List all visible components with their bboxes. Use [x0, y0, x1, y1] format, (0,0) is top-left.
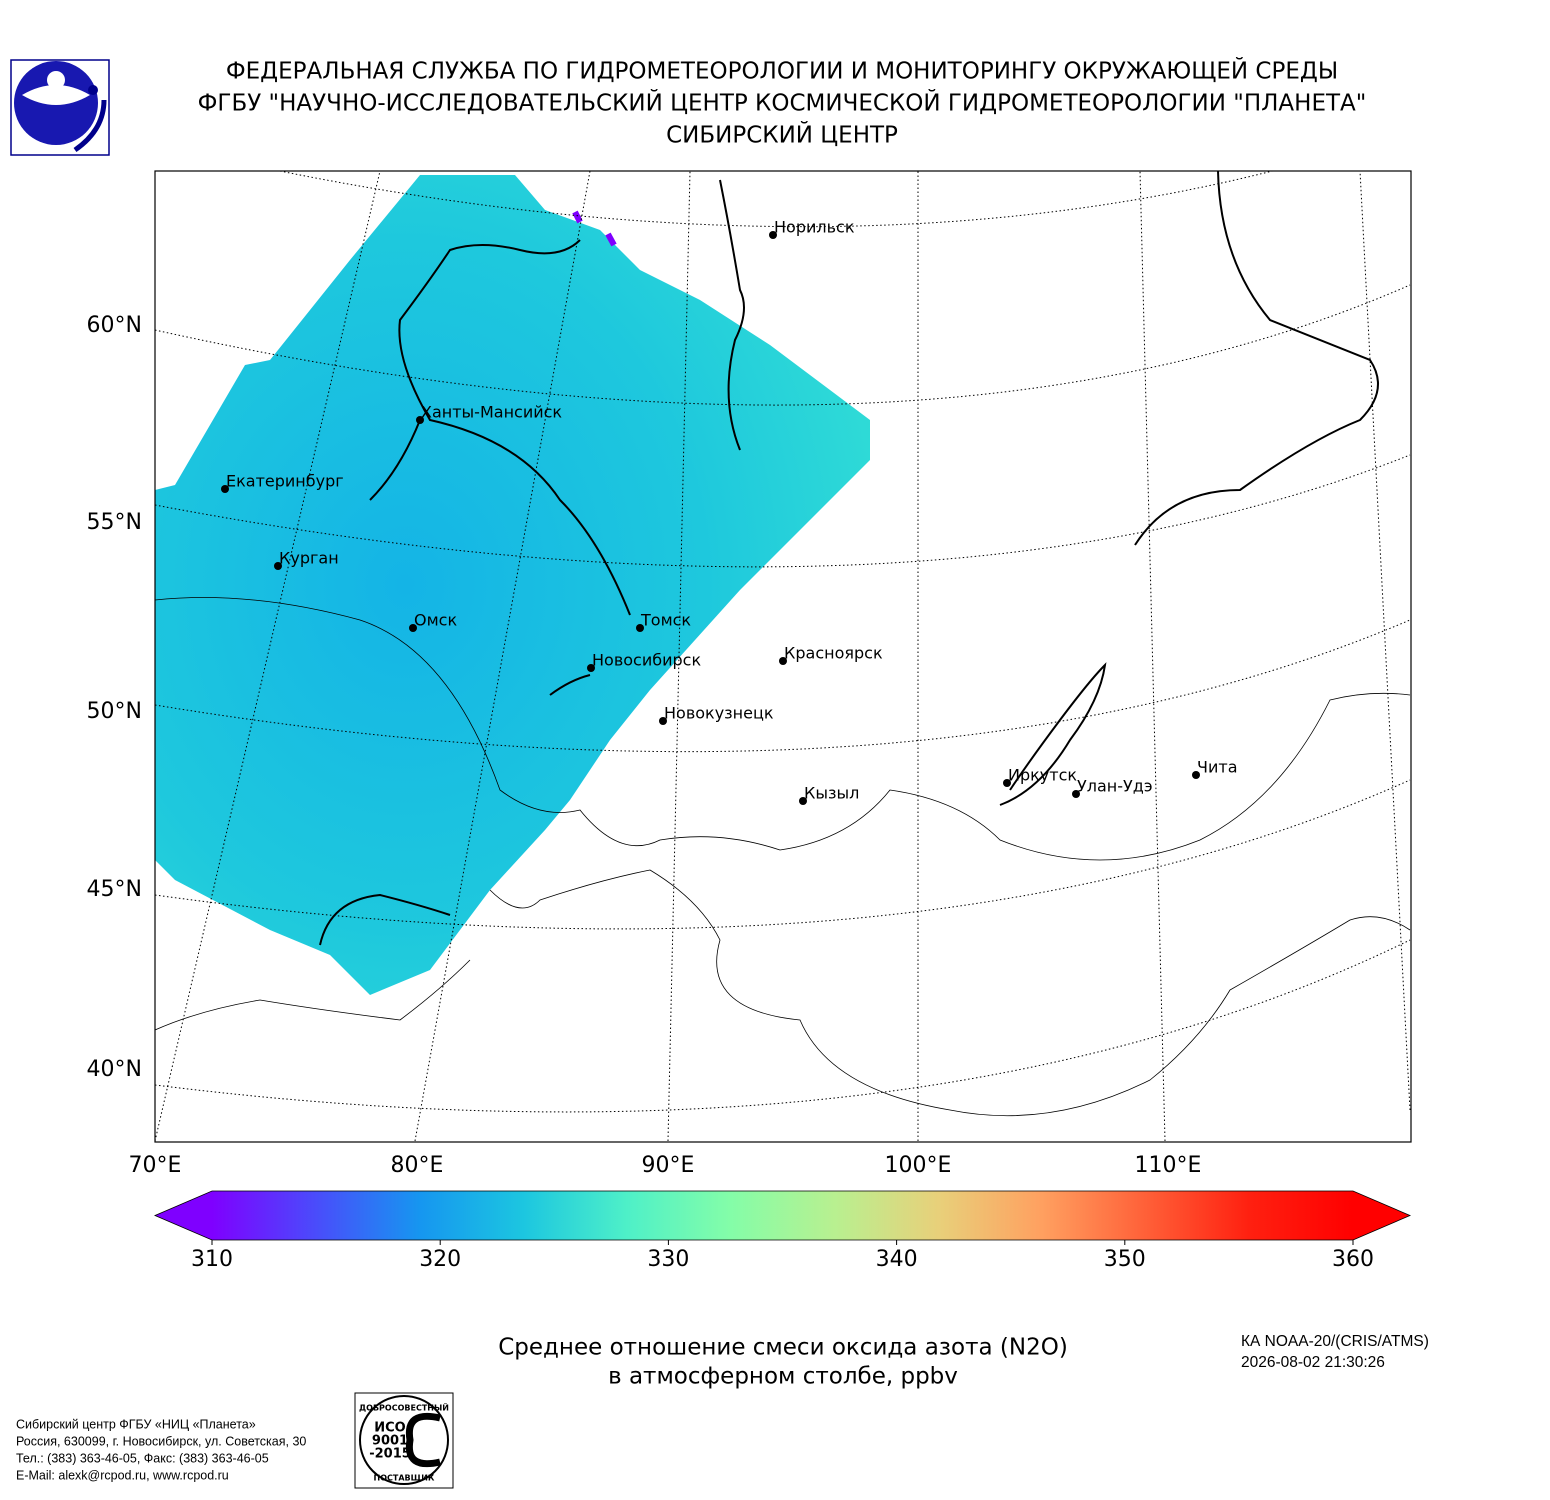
lon-label: 100°E — [885, 1153, 952, 1178]
city-dot — [1003, 779, 1011, 787]
city-label: Улан-Удэ — [1077, 777, 1153, 796]
lon-label: 80°E — [391, 1153, 444, 1178]
city-dot — [799, 797, 807, 805]
lon-label: 110°E — [1135, 1153, 1202, 1178]
colorbar-tick-label: 330 — [647, 1247, 689, 1272]
map-area: Норильск Ханты-Мансийск Екатеринбург Курган… — [155, 171, 1411, 1142]
lat-label: 60°N — [87, 313, 142, 338]
iso-stamp: ДОБРОСОВЕСТНЫЙ ИСО 9001 -2015 ПОСТАВЩИК — [354, 1392, 454, 1489]
footer-line: E-Mail: alexk@rcpod.ru, www.rcpod.ru — [16, 1468, 229, 1482]
header-line: ФГБУ "НАУЧНО-ИССЛЕДОВАТЕЛЬСКИЙ ЦЕНТР КОС… — [198, 89, 1367, 117]
colorbar-extend-high — [1353, 1191, 1410, 1240]
city-dot — [769, 231, 777, 239]
colorbar-body — [212, 1191, 1353, 1240]
swath-edge — [572, 210, 617, 247]
colorbar-tick-label: 360 — [1332, 1247, 1374, 1272]
timestamp: 2026-08-02 21:30:26 — [1241, 1354, 1385, 1371]
lon-label: 90°E — [642, 1153, 695, 1178]
lat-label: 40°N — [87, 1057, 142, 1082]
city-label: Чита — [1197, 758, 1238, 777]
city-dot — [779, 657, 787, 665]
city-label: Иркутск — [1008, 766, 1077, 785]
city-label: Новосибирск — [592, 651, 701, 670]
city-dot — [221, 485, 229, 493]
city-dot — [1192, 771, 1200, 779]
colorbar-extend-low — [155, 1191, 212, 1240]
footer-line: Тел.: (383) 363-46-05, Факс: (383) 363-4… — [16, 1451, 269, 1465]
lat-label: 55°N — [87, 510, 142, 535]
lat-label: 50°N — [87, 699, 142, 724]
footer-line: Россия, 630099, г. Новосибирск, ул. Сове… — [16, 1434, 306, 1448]
logo — [10, 59, 110, 156]
city-label: Екатеринбург — [226, 472, 344, 491]
axis-labels: 60°N 55°N 50°N 45°N 40°N 70°E 80°E 90°E 100°E 110… — [87, 313, 1202, 1178]
city-dot — [1072, 790, 1080, 798]
city-label: Кызыл — [804, 784, 859, 803]
city-dot — [587, 664, 595, 672]
cities: Норильск Ханты-Мансийск Екатеринбург Курган… — [221, 218, 1238, 805]
borders — [155, 171, 1411, 1117]
city-label: Новокузнецк — [664, 704, 774, 723]
city-label: Томск — [640, 611, 691, 630]
colorbar-tick-label: 310 — [191, 1247, 233, 1272]
stamp-text: 9001 — [372, 1434, 408, 1449]
colorbar-tick-label: 340 — [876, 1247, 918, 1272]
satellite: КА NOAA-20/(CRIS/ATMS) — [1241, 1333, 1429, 1350]
data-swath — [155, 175, 870, 995]
caption: Среднее отношение смеси оксида азота (N2… — [498, 1335, 1068, 1361]
caption: в атмосферном столбе, ppbv — [608, 1364, 958, 1390]
lon-label: 70°E — [129, 1153, 182, 1178]
city-label: Ханты-Мансийск — [421, 403, 562, 422]
city-label: Красноярск — [784, 644, 883, 663]
header-line: ФЕДЕРАЛЬНАЯ СЛУЖБА ПО ГИДРОМЕТЕОРОЛОГИИ … — [226, 57, 1338, 85]
city-label: Омск — [414, 611, 457, 630]
stamp-text: ДОБРОСОВЕСТНЫЙ — [359, 1402, 449, 1413]
stamp-text: ПОСТАВЩИК — [374, 1474, 435, 1483]
map-frame — [154, 170, 1412, 1143]
city-dot — [409, 624, 417, 632]
city-dot — [636, 624, 644, 632]
footer-line: Сибирский центр ФГБУ «НИЦ «Планета» — [16, 1417, 256, 1431]
city-dot — [416, 416, 424, 424]
stamp-text: -2015 — [369, 1447, 411, 1462]
city-label: Норильск — [774, 218, 855, 237]
stamp-text: ИСО — [374, 1421, 405, 1436]
graticule — [155, 171, 1411, 1142]
colorbar-tick-label: 320 — [419, 1247, 461, 1272]
lat-label: 45°N — [87, 877, 142, 902]
header-line: СИБИРСКИЙ ЦЕНТР — [666, 121, 898, 149]
city-dot — [659, 717, 667, 725]
colorbar: 310 320 330 340 350 360 — [153, 1190, 1412, 1272]
colorbar-tick-label: 350 — [1104, 1247, 1146, 1272]
city-dot — [274, 562, 282, 570]
city-label: Курган — [279, 549, 339, 568]
